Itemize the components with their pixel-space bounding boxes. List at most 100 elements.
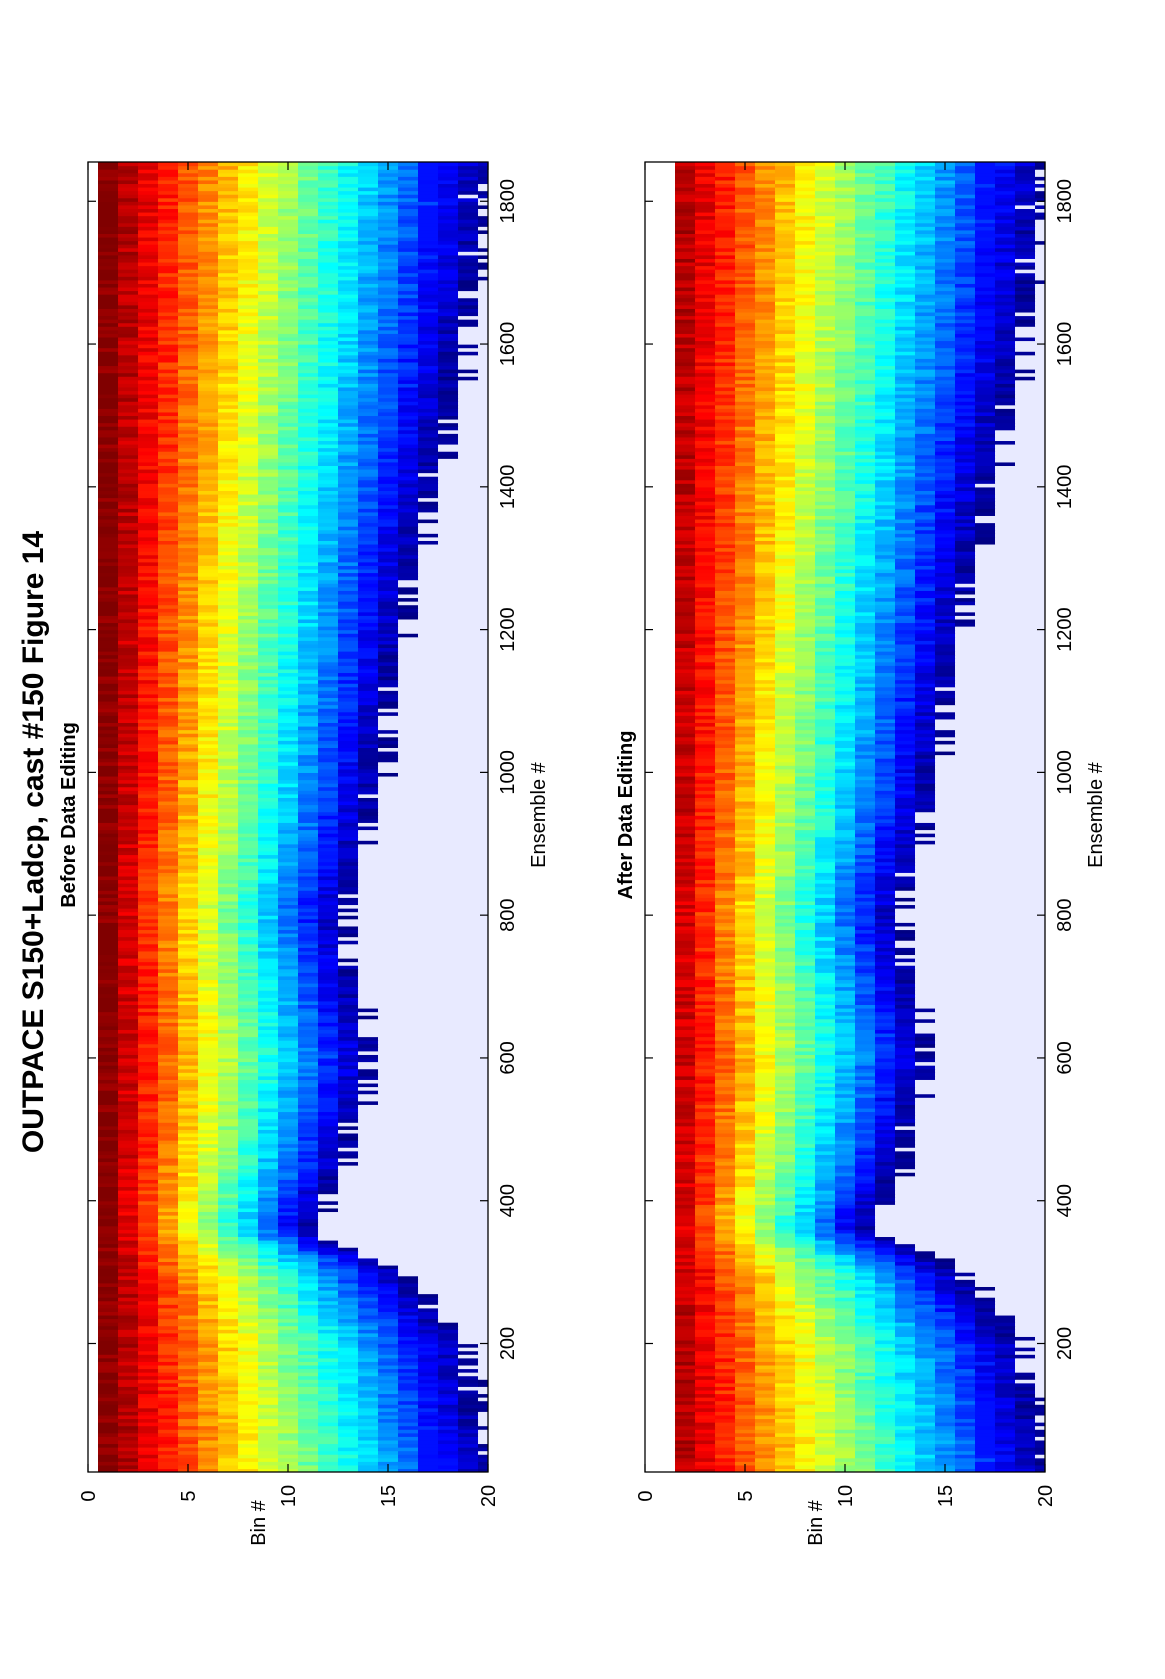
heatmap-cell	[238, 1186, 259, 1191]
heatmap-cell	[138, 1436, 159, 1441]
heatmap-cell	[178, 1093, 199, 1098]
heatmap-cell	[118, 893, 139, 898]
heatmap-cell	[358, 754, 379, 759]
heatmap-cell	[138, 729, 159, 734]
heatmap-cell	[218, 1325, 239, 1330]
heatmap-cell	[318, 1468, 339, 1472]
heatmap-cell	[318, 761, 339, 766]
heatmap-cell	[338, 761, 359, 766]
heatmap-cell	[118, 754, 139, 759]
heatmap-cell	[338, 1175, 359, 1180]
heatmap-cell	[378, 1147, 399, 1152]
heatmap-cell	[398, 1168, 419, 1173]
heatmap-cell	[118, 722, 139, 727]
heatmap-cell	[378, 836, 399, 841]
heatmap-cell	[178, 1179, 199, 1184]
heatmap-cell	[278, 1414, 299, 1420]
heatmap-cell	[378, 768, 399, 773]
heatmap-cell	[478, 593, 488, 599]
heatmap-cell	[358, 1204, 379, 1209]
heatmap-cell	[238, 1107, 259, 1113]
heatmap-cell	[158, 758, 179, 763]
heatmap-cell	[378, 1200, 399, 1205]
heatmap-cell	[358, 811, 379, 816]
heatmap-cell	[398, 640, 419, 645]
heatmap-cell	[118, 1257, 139, 1262]
heatmap-cell	[238, 1115, 259, 1120]
heatmap-cell	[278, 883, 299, 888]
heatmap-cell	[218, 1150, 239, 1155]
heatmap-cell	[98, 847, 119, 852]
heatmap-cell	[238, 640, 259, 645]
heatmap-cell	[258, 1332, 279, 1337]
heatmap-cell	[158, 733, 179, 738]
heatmap-cell	[338, 883, 359, 888]
heatmap-cell	[378, 772, 399, 777]
heatmap-cell	[338, 768, 359, 773]
heatmap-cell	[338, 676, 359, 681]
heatmap-cell	[438, 1372, 459, 1377]
heatmap-cell	[178, 1382, 199, 1387]
heatmap-cell	[178, 1264, 199, 1270]
heatmap-cell	[318, 925, 339, 931]
heatmap-cell	[398, 1386, 419, 1391]
heatmap-cell	[138, 1314, 159, 1320]
heatmap-cell	[438, 1229, 459, 1234]
heatmap-cell	[218, 797, 239, 802]
heatmap-cell	[438, 1007, 459, 1013]
heatmap-cell	[258, 626, 279, 631]
heatmap-cell	[418, 1150, 439, 1155]
heatmap-cell	[138, 786, 159, 791]
heatmap-cell	[118, 1422, 139, 1427]
heatmap-cell	[398, 1143, 419, 1148]
heatmap-cell	[218, 1336, 239, 1341]
heatmap-cell	[98, 1057, 119, 1063]
heatmap-cell	[98, 626, 119, 631]
heatmap-cell	[178, 933, 199, 938]
heatmap-cell	[318, 1311, 339, 1316]
heatmap-cell	[438, 1179, 459, 1184]
heatmap-cell	[438, 597, 459, 602]
heatmap-cell	[418, 1307, 439, 1312]
heatmap-cell	[258, 1029, 279, 1034]
heatmap-cell	[478, 1247, 488, 1252]
heatmap-cell	[458, 608, 479, 613]
heatmap-cell	[178, 665, 199, 670]
heatmap-cell	[418, 1379, 439, 1384]
heatmap-cell	[438, 957, 459, 963]
heatmap-cell	[358, 929, 379, 934]
heatmap-cell	[198, 1025, 219, 1030]
heatmap-cell	[98, 1422, 119, 1427]
heatmap-cell	[478, 933, 488, 938]
heatmap-cell	[218, 1386, 239, 1391]
heatmap-cell	[258, 683, 279, 688]
heatmap-cell	[478, 1461, 488, 1466]
heatmap-cell	[118, 1136, 139, 1141]
heatmap-cell	[218, 1100, 239, 1105]
heatmap-cell	[258, 622, 279, 627]
heatmap-cell	[318, 647, 339, 652]
heatmap-cell	[318, 1054, 339, 1059]
heatmap-cell	[378, 886, 399, 891]
heatmap-cell	[478, 1379, 488, 1384]
heatmap-cell	[338, 1107, 359, 1113]
heatmap-cell	[178, 1115, 199, 1120]
heatmap-cell	[418, 647, 439, 652]
heatmap-cell	[358, 1057, 379, 1063]
heatmap-cell	[298, 1218, 319, 1223]
heatmap-cell	[178, 1057, 199, 1063]
heatmap-cell	[298, 758, 319, 763]
heatmap-cell	[278, 601, 299, 606]
heatmap-cell	[458, 1422, 479, 1427]
heatmap-cell	[138, 1347, 159, 1352]
heatmap-cell	[478, 804, 488, 809]
heatmap-cell	[198, 900, 219, 906]
heatmap-cell	[358, 1411, 379, 1416]
heatmap-cell	[238, 1336, 259, 1341]
heatmap-cell	[418, 972, 439, 977]
heatmap-cell	[478, 979, 488, 984]
heatmap-cell	[98, 608, 119, 613]
heatmap-cell	[178, 1432, 199, 1437]
heatmap-cell	[238, 1257, 259, 1262]
heatmap-cell	[438, 1065, 459, 1070]
